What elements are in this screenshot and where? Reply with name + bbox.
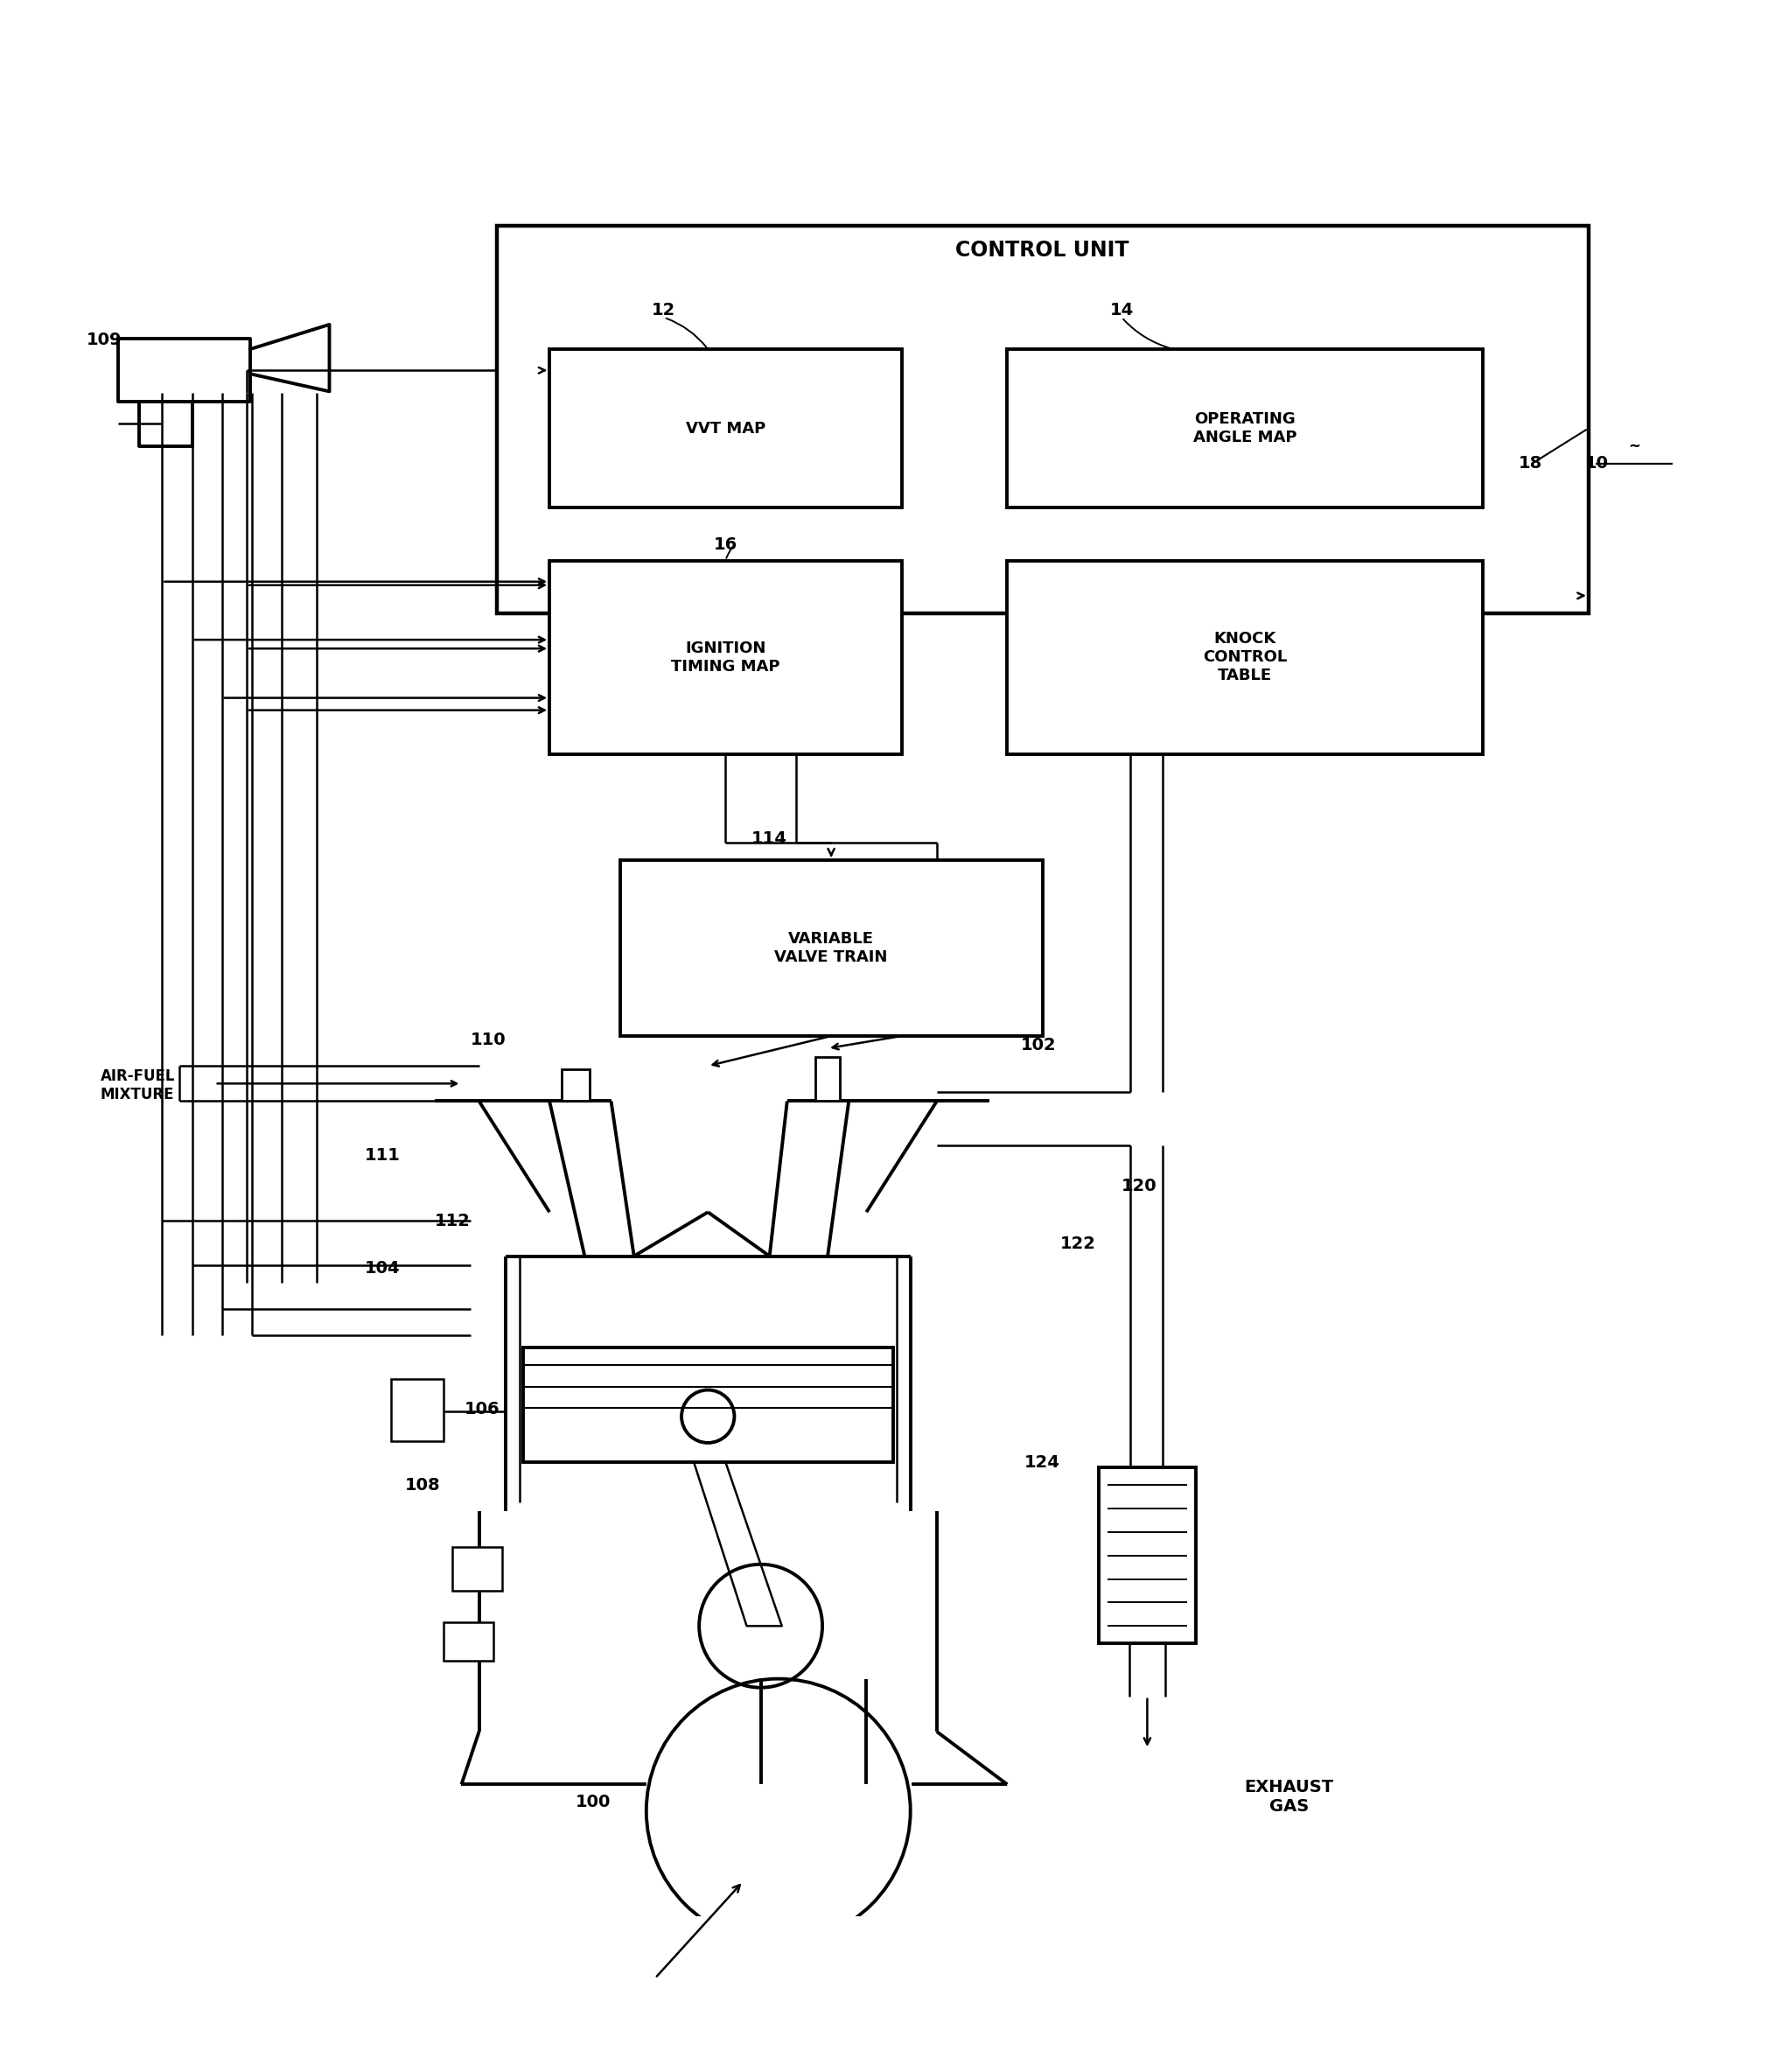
Polygon shape xyxy=(693,1463,781,1627)
Bar xyxy=(550,562,902,754)
Polygon shape xyxy=(647,1678,911,1944)
Text: 114: 114 xyxy=(751,831,787,847)
Bar xyxy=(1098,1467,1195,1643)
Text: 14: 14 xyxy=(1110,303,1133,319)
Text: 120: 120 xyxy=(1121,1177,1156,1193)
Bar xyxy=(453,1546,502,1591)
Text: 112: 112 xyxy=(435,1212,470,1229)
Text: 100: 100 xyxy=(576,1794,612,1811)
Text: OPERATING
ANGLE MAP: OPERATING ANGLE MAP xyxy=(1193,412,1296,445)
Bar xyxy=(550,350,902,508)
Text: AIR-FUEL
MIXTURE: AIR-FUEL MIXTURE xyxy=(101,1069,175,1102)
Bar xyxy=(815,1057,840,1100)
Bar xyxy=(391,1380,444,1440)
Bar xyxy=(621,860,1043,1036)
Bar xyxy=(497,226,1588,613)
Text: VVT MAP: VVT MAP xyxy=(686,421,766,437)
Text: 122: 122 xyxy=(1059,1235,1096,1251)
Text: VARIABLE
VALVE TRAIN: VARIABLE VALVE TRAIN xyxy=(774,930,888,966)
Bar xyxy=(1008,350,1483,508)
Text: 12: 12 xyxy=(652,303,675,319)
Text: 108: 108 xyxy=(405,1477,440,1494)
Text: KNOCK
CONTROL
TABLE: KNOCK CONTROL TABLE xyxy=(1202,632,1287,684)
Bar xyxy=(523,1347,893,1463)
Text: EXHAUST
GAS: EXHAUST GAS xyxy=(1245,1780,1333,1815)
Text: CONTROL UNIT: CONTROL UNIT xyxy=(956,240,1130,261)
Text: 111: 111 xyxy=(364,1148,400,1164)
Text: 104: 104 xyxy=(364,1260,400,1276)
Text: 10: 10 xyxy=(1586,456,1609,472)
Bar xyxy=(1008,562,1483,754)
Text: 109: 109 xyxy=(87,332,122,348)
Text: 110: 110 xyxy=(470,1032,506,1048)
Bar xyxy=(444,1622,493,1662)
Text: IGNITION
TIMING MAP: IGNITION TIMING MAP xyxy=(672,640,780,673)
Text: 124: 124 xyxy=(1025,1455,1061,1471)
Text: 102: 102 xyxy=(1022,1036,1057,1053)
Text: 16: 16 xyxy=(714,537,737,553)
Text: 106: 106 xyxy=(465,1401,500,1417)
Text: 18: 18 xyxy=(1519,456,1542,472)
Bar xyxy=(562,1069,591,1100)
Text: ~: ~ xyxy=(1628,437,1641,454)
